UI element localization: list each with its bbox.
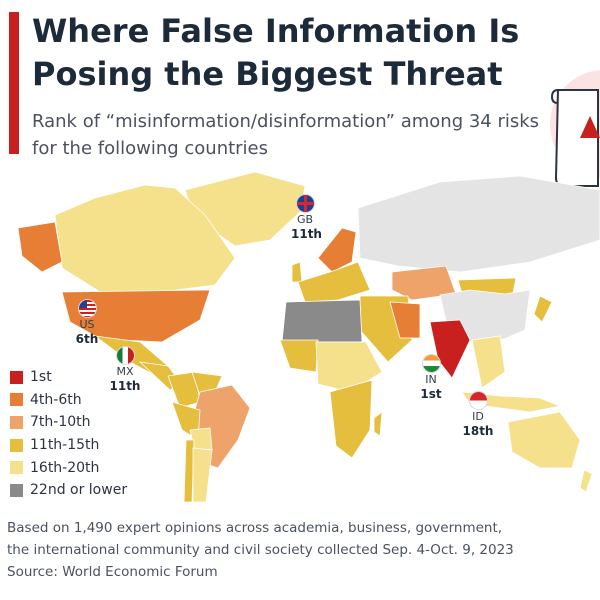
- alaska-region: [18, 222, 62, 272]
- russia-region: [358, 176, 600, 272]
- methodology-note: Based on 1,490 expert opinions across ac…: [7, 517, 597, 539]
- country-rank: 1st: [416, 387, 446, 401]
- southeast-asia-region: [472, 336, 505, 388]
- uk-region: [292, 262, 302, 282]
- country-code: US: [72, 318, 102, 332]
- id-callout: ID 18th: [461, 392, 495, 438]
- legend-item-rank-16-20: 16th-20th: [10, 456, 127, 479]
- legend-swatch: [10, 371, 23, 384]
- legend-label: 4th-6th: [30, 392, 82, 408]
- legend-swatch: [10, 393, 23, 406]
- page-subtitle: Rank of “misinformation/disinformation” …: [32, 108, 552, 162]
- new-zealand-region: [580, 470, 592, 492]
- west-africa-region: [280, 340, 318, 372]
- legend-swatch: [10, 461, 23, 474]
- north-africa-region: [282, 300, 362, 342]
- legend-item-rank-22-lower: 22nd or lower: [10, 479, 127, 502]
- us-flag-icon: [79, 300, 96, 317]
- legend-swatch: [10, 484, 23, 497]
- map-legend: 1st 4th-6th 7th-10th 11th-15th 16th-20th…: [10, 366, 127, 502]
- mexico-flag-icon: [117, 347, 134, 364]
- country-rank: 11th: [291, 227, 319, 241]
- title-accent-bar: [9, 12, 19, 154]
- page-title: Where False Information Is Posing the Bi…: [32, 10, 592, 96]
- southern-africa-region: [330, 380, 372, 458]
- us-callout: US 6th: [72, 300, 102, 346]
- argentina-region: [193, 448, 212, 502]
- country-code: IN: [416, 373, 446, 387]
- legend-label: 22nd or lower: [30, 482, 127, 498]
- uk-flag-icon: [297, 195, 314, 212]
- legend-item-rank-4-6: 4th-6th: [10, 389, 127, 412]
- gb-callout: GB 11th: [291, 195, 319, 241]
- legend-label: 7th-10th: [30, 414, 91, 430]
- australia-region: [508, 412, 580, 468]
- legend-label: 11th-15th: [30, 437, 99, 453]
- methodology-note-cont: the international community and civil so…: [7, 539, 597, 561]
- country-code: ID: [461, 410, 495, 424]
- indonesia-flag-icon: [470, 392, 487, 409]
- india-flag-icon: [423, 355, 440, 372]
- source-note: Source: World Economic Forum: [7, 561, 597, 583]
- legend-swatch: [10, 439, 23, 452]
- legend-item-rank-7-10: 7th-10th: [10, 411, 127, 434]
- legend-item-rank-1: 1st: [10, 366, 127, 389]
- country-rank: 18th: [461, 424, 495, 438]
- in-callout: IN 1st: [416, 355, 446, 401]
- legend-swatch: [10, 416, 23, 429]
- legend-label: 16th-20th: [30, 460, 99, 476]
- legend-label: 1st: [30, 369, 52, 385]
- footer-notes: Based on 1,490 expert opinions across ac…: [7, 517, 597, 583]
- country-rank: 6th: [72, 332, 102, 346]
- legend-item-rank-11-15: 11th-15th: [10, 434, 127, 457]
- madagascar-region: [374, 412, 382, 436]
- country-code: GB: [291, 213, 319, 227]
- chile-region: [184, 440, 194, 502]
- japan-region: [534, 296, 552, 322]
